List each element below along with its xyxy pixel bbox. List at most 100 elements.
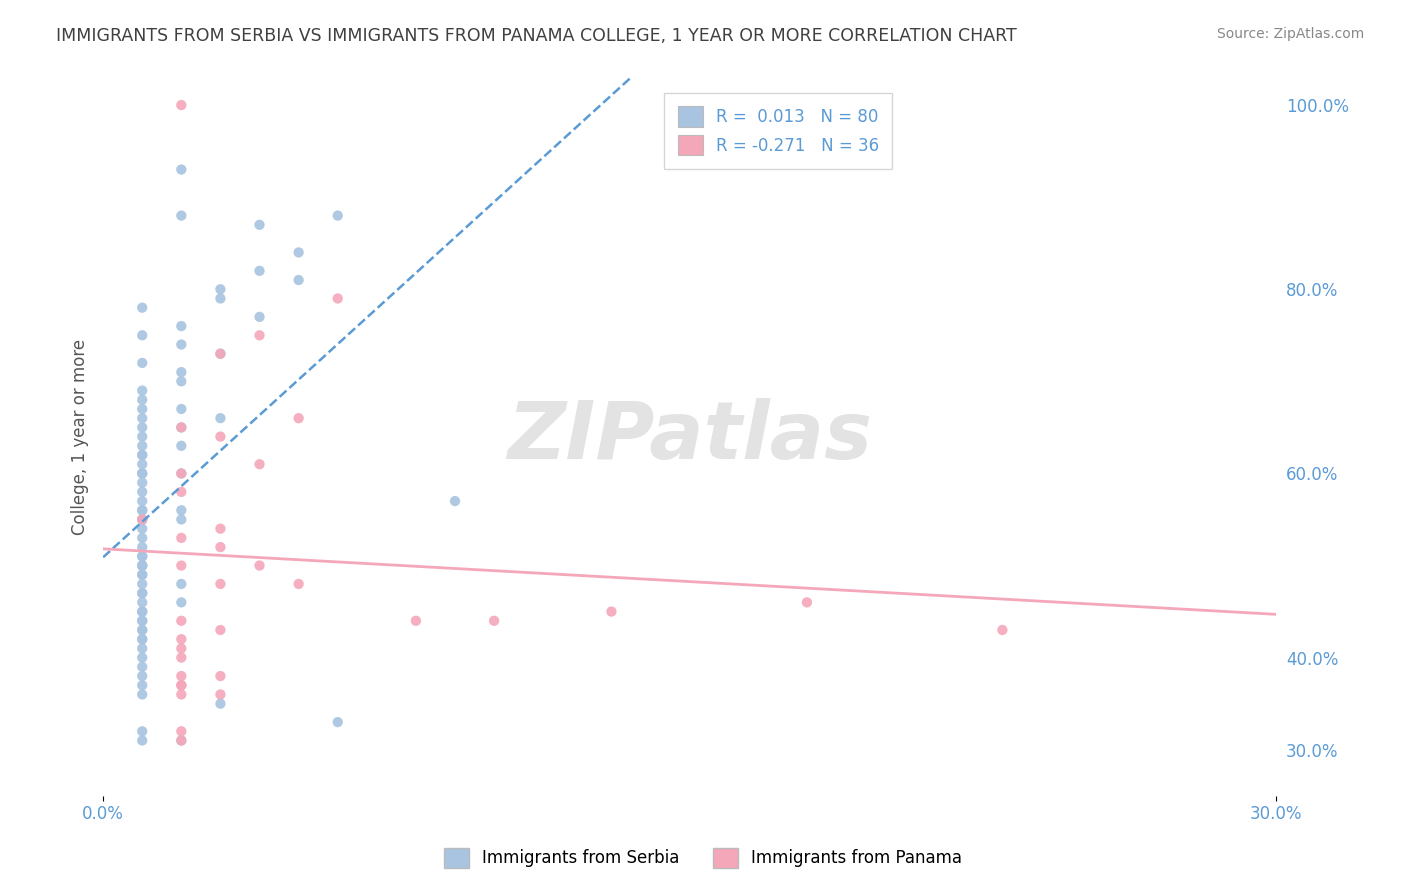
Point [131,605,153,619]
Point [131,503,153,517]
Point [131,411,153,425]
Point [991,623,1014,637]
Point [170,420,193,434]
Point [209,697,232,711]
Point [170,678,193,692]
Point [131,475,153,490]
Point [249,457,271,471]
Point [131,401,153,416]
Point [209,282,232,296]
Point [131,558,153,573]
Point [796,595,818,609]
Point [170,614,193,628]
Text: IMMIGRANTS FROM SERBIA VS IMMIGRANTS FROM PANAMA COLLEGE, 1 YEAR OR MORE CORRELA: IMMIGRANTS FROM SERBIA VS IMMIGRANTS FRO… [56,27,1017,45]
Point [131,614,153,628]
Point [170,512,193,526]
Point [131,669,153,683]
Point [131,484,153,499]
Text: Source: ZipAtlas.com: Source: ZipAtlas.com [1216,27,1364,41]
Point [170,375,193,389]
Point [131,641,153,656]
Point [131,660,153,674]
Point [209,347,232,361]
Point [405,614,427,628]
Point [131,512,153,526]
Point [131,503,153,517]
Point [131,328,153,343]
Legend: Immigrants from Serbia, Immigrants from Panama: Immigrants from Serbia, Immigrants from … [437,841,969,875]
Point [170,319,193,334]
Point [170,420,193,434]
Point [131,567,153,582]
Point [131,420,153,434]
Point [170,724,193,739]
Point [131,688,153,702]
Point [131,392,153,407]
Point [170,641,193,656]
Point [209,522,232,536]
Point [287,411,309,425]
Point [170,678,193,692]
Point [131,632,153,647]
Point [170,733,193,747]
Point [131,623,153,637]
Point [131,512,153,526]
Legend: R =  0.013   N = 80, R = -0.271   N = 36: R = 0.013 N = 80, R = -0.271 N = 36 [664,93,893,169]
Point [131,457,153,471]
Point [170,733,193,747]
Point [131,623,153,637]
Point [131,467,153,481]
Point [170,162,193,177]
Point [170,632,193,647]
Point [249,218,271,232]
Point [170,209,193,223]
Point [131,549,153,564]
Point [131,558,153,573]
Point [209,429,232,443]
Point [170,531,193,545]
Point [131,632,153,647]
Point [287,273,309,287]
Point [131,614,153,628]
Point [131,567,153,582]
Point [131,384,153,398]
Point [131,577,153,591]
Point [249,558,271,573]
Point [209,347,232,361]
Point [131,356,153,370]
Point [209,623,232,637]
Point [170,439,193,453]
Point [600,605,623,619]
Point [170,688,193,702]
Text: ZIPatlas: ZIPatlas [508,398,872,475]
Point [444,494,467,508]
Point [326,292,349,306]
Point [170,401,193,416]
Point [170,484,193,499]
Point [326,209,349,223]
Point [131,650,153,665]
Point [131,448,153,462]
Point [209,688,232,702]
Point [170,98,193,112]
Point [131,558,153,573]
Point [170,595,193,609]
Point [131,467,153,481]
Point [287,577,309,591]
Point [170,467,193,481]
Point [131,678,153,692]
Point [326,715,349,730]
Point [131,522,153,536]
Point [249,328,271,343]
Point [131,448,153,462]
Point [170,669,193,683]
Point [131,494,153,508]
Point [131,733,153,747]
Point [170,577,193,591]
Point [131,531,153,545]
Point [131,512,153,526]
Point [131,605,153,619]
Point [170,558,193,573]
Point [131,429,153,443]
Point [131,595,153,609]
